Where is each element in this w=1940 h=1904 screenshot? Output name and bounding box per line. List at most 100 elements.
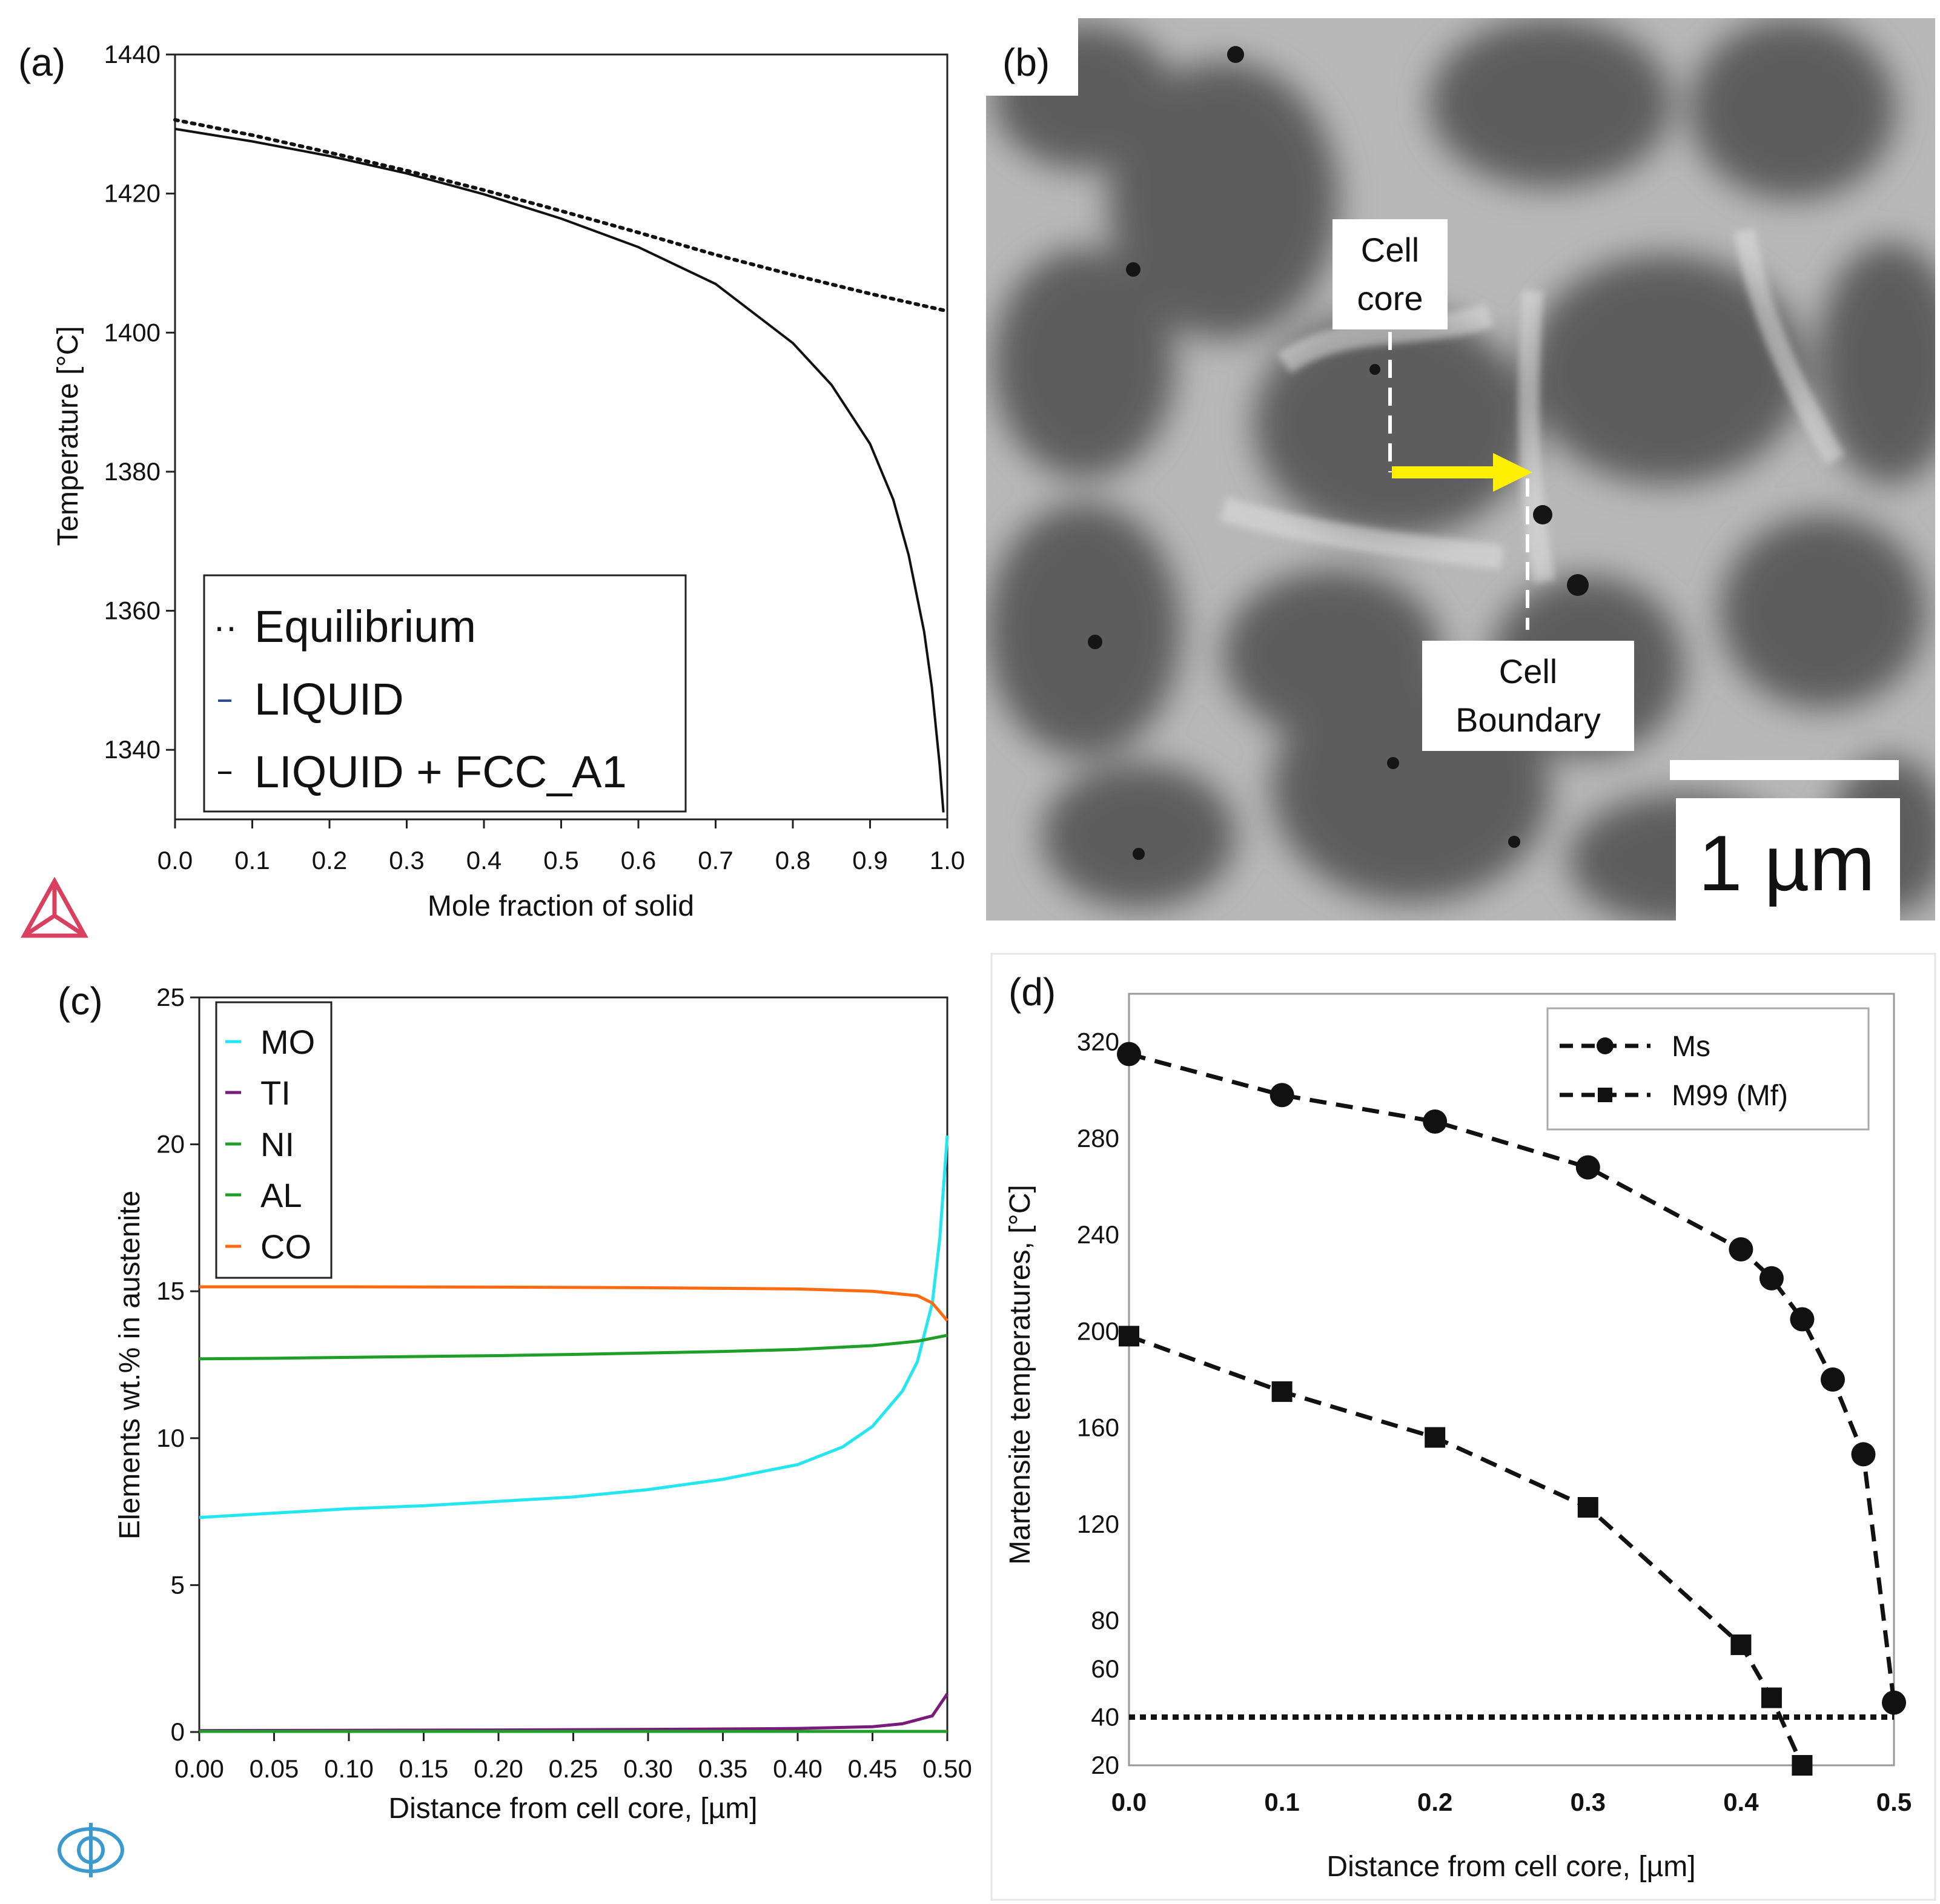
plot-frame-d [1128,993,1895,1767]
axis-ticks-c: 0.00 0.05 0.10 0.15 0.20 0.25 0.30 0.35 0.40 0.45… [156,983,972,1783]
y-tick-label-d: 60 [1091,1654,1119,1683]
x-tick-label-a: 0.0 [157,846,193,874]
marker-ms [1882,1690,1906,1715]
y-tick-label-c: 10 [156,1424,185,1452]
x-tick-label-c: 0.00 [174,1754,224,1783]
y-tick-label-d: 120 [1077,1510,1119,1538]
legend-label-ti: TI [260,1074,291,1112]
marker-m99-mf [1761,1687,1782,1708]
y-tick-label-a: 1400 [104,318,161,346]
legend-label-co: CO [260,1228,311,1266]
y-tick-label-c: 15 [156,1277,185,1305]
y-tick-label-a: 1380 [104,457,161,486]
legend-c: MO TI NI AL CO [215,1001,333,1279]
y-axis-label-c: Elements wt.% in austenite [114,1191,146,1539]
panel-label-box-b [986,18,1078,96]
y-tick-label-c: 5 [171,1570,185,1599]
x-tick-label-c: 0.40 [773,1754,823,1783]
x-tick-label-a: 0.3 [389,846,424,874]
y-tick-label-a: 1420 [104,179,161,208]
y-tick-label-d: 320 [1077,1028,1119,1056]
series-line-liquid-fcc-a1 [174,127,945,813]
x-tick-label-c: 0.25 [549,1754,598,1783]
cell-boundary-callout-box [1422,641,1634,751]
x-tick-label-a: 0.8 [775,846,810,874]
marker-ms [1270,1083,1294,1108]
x-tick-label-a: 0.4 [466,846,502,874]
cell-boundary-label-line2: Boundary [1455,701,1601,739]
cell-core-label-line2: core [1357,279,1423,317]
x-tick-label-a: 0.9 [852,846,887,874]
dictra-logo-icon [58,1823,124,1877]
axis-ticks-d: 0.0 0.1 0.2 0.3 0.4 0.5 20 40 60 80 120 160 200 240 28… [1077,1028,1912,1816]
x-tick-label-c: 0.15 [399,1754,449,1783]
marker-m99-mf [1425,1427,1446,1448]
y-tick-label-c: 0 [171,1717,185,1746]
panel-label-a: (a) [18,41,65,84]
marker-ms [1575,1155,1600,1180]
x-tick-label-c: 0.35 [698,1754,748,1783]
x-tick-label-c: 0.30 [623,1754,673,1783]
series-lines-a [173,117,949,813]
marker-m99-mf [1577,1497,1598,1518]
y-tick-label-d: 240 [1077,1220,1119,1249]
marker-m99-mf [1119,1326,1139,1347]
y-tick-label-a: 1340 [104,735,161,764]
y-tick-label-d: 160 [1077,1413,1119,1442]
legend-label-ni: NI [260,1125,294,1163]
x-tick-label-a: 0.1 [234,846,270,874]
y-axis-label-a: Temperature [°C] [52,326,84,546]
marker-ms [1423,1109,1448,1134]
marker-m99-mf [1271,1381,1293,1402]
legend-label-al: AL [260,1176,302,1214]
series-line-ti [199,1693,949,1733]
marker-ms [1820,1367,1845,1392]
x-axis-label-d: Distance from cell core, [µm] [1326,1851,1695,1883]
legend-marker-ms-circle [1597,1037,1614,1054]
y-tick-label-a: 1440 [104,40,161,68]
legend-marker-m99-square [1598,1088,1612,1102]
series-line-ms [1128,1052,1896,1703]
marker-ms [1729,1237,1753,1262]
core-to-boundary-arrow-icon [1392,453,1532,492]
panel-label-b: (b) [1002,41,1050,84]
axis-ticks-a: 0.0 0.1 0.2 0.3 0.4 0.5 0.6 0.7 0.8 0.9 1.0 1340 136… [104,40,965,874]
legend-label-m99: M99 (Mf) [1672,1080,1788,1112]
marker-m99-mf [1730,1634,1752,1655]
panel-d-martensite-chart: (d) 0.0 0.1 0.2 0.3 0.4 0.5 20 40 60 80 120 160 200 2… [990,953,1936,1901]
y-tick-label-d: 200 [1077,1317,1119,1345]
legend-label-mo: MO [260,1023,315,1061]
legend-label-liquid: LIQUID [254,674,404,724]
cell-boundary-label-line1: Cell [1499,652,1557,690]
y-tick-label-a: 1360 [104,597,161,625]
y-tick-label-d: 40 [1091,1702,1119,1731]
series-lines-d [1117,1042,1906,1776]
x-tick-label-c: 0.10 [324,1754,374,1783]
x-axis-label-c: Distance from cell core, [µm] [388,1793,757,1825]
y-tick-label-d: 80 [1091,1606,1119,1635]
scale-bar-label: 1 µm [1698,819,1875,907]
legend-a: ·· Equilibrium LIQUID LIQUID + FCC_A1 [203,574,687,813]
y-tick-label-c: 20 [156,1130,185,1159]
panel-c-composition-chart: (c) 0.00 0.05 0.10 0.15 0.20 0.25 0.30 0.35 0.40… [58,979,972,1877]
legend-label-ms: Ms [1672,1031,1710,1063]
series-line-mo [199,1135,949,1519]
y-axis-label-d: Martensite temperatures, [°C] [1004,1185,1036,1564]
scale-bar [1670,760,1899,780]
marker-ms [1790,1307,1815,1332]
x-tick-label-d: 0.0 [1111,1788,1147,1816]
x-tick-label-a: 0.7 [698,846,733,874]
cell-core-callout-box [1333,219,1448,329]
x-tick-label-c: 0.50 [922,1754,972,1783]
legend-box-d [1546,1007,1870,1131]
legend-box-c [215,1001,333,1279]
panel-a-solidification-chart: (a) 0.0 0.1 0.2 0.3 0.4 0.5 0.6 0.7 0.8 0.9 1.0 134… [18,40,965,938]
x-tick-label-a: 0.5 [543,846,578,874]
y-tick-label-d: 280 [1077,1124,1119,1152]
marker-ms [1759,1266,1784,1291]
legend-marker-equilibrium: ·· [213,606,237,647]
x-tick-label-d: 0.4 [1723,1788,1759,1816]
series-line-equilibrium [173,117,949,313]
legend-box-a [203,574,687,813]
